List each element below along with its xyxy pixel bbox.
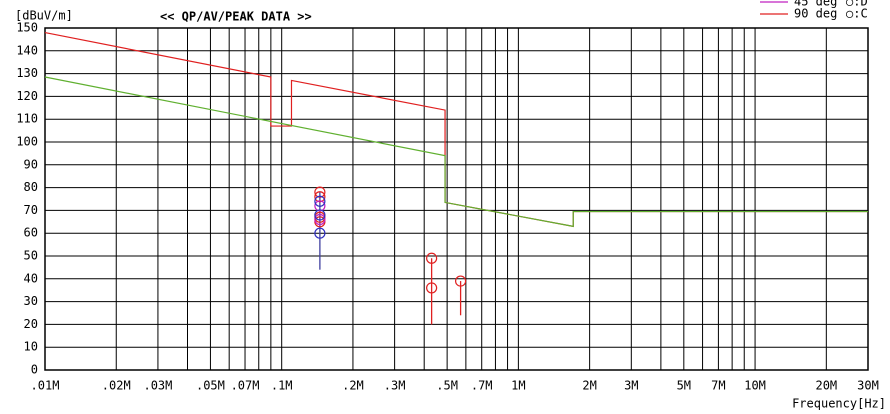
chart-title: << QP/AV/PEAK DATA >> xyxy=(160,10,312,24)
plot-frame xyxy=(44,27,869,371)
marker xyxy=(314,191,326,203)
y-tick-label: 0 xyxy=(31,363,38,377)
marker xyxy=(314,227,326,239)
legend-marker: ○:D xyxy=(846,0,868,9)
x-tick-label: .1M xyxy=(271,379,293,393)
x-tick-label: .03M xyxy=(143,379,172,393)
marker xyxy=(454,275,467,287)
marker xyxy=(314,213,326,226)
y-tick-label: 10 xyxy=(24,340,38,354)
marker xyxy=(314,200,326,212)
x-tick-label: 5M xyxy=(677,379,691,393)
marker xyxy=(426,252,438,264)
y-tick-label: 30 xyxy=(24,294,38,308)
x-tick-label: .7M xyxy=(471,379,493,393)
y-tick-label: 130 xyxy=(16,66,38,80)
x-tick-label: 1M xyxy=(511,379,525,393)
y-tick-label: 100 xyxy=(16,135,38,149)
x-axis-label: Frequency[Hz] xyxy=(792,397,886,411)
limit-line xyxy=(44,76,868,228)
x-tick-label: 2M xyxy=(582,379,596,393)
x-tick-label: .2M xyxy=(342,379,364,393)
legend-label: 90 deg xyxy=(794,7,837,21)
y-tick-label: 70 xyxy=(24,203,38,217)
x-tick-label: .3M xyxy=(384,379,406,393)
marker xyxy=(426,282,438,294)
y-tick-label: 150 xyxy=(16,21,38,35)
marker xyxy=(314,209,326,221)
y-tick-label: 120 xyxy=(16,89,38,103)
legend-marker: ○:C xyxy=(846,7,868,21)
y-tick-label: 20 xyxy=(24,317,38,331)
y-tick-label: 140 xyxy=(16,43,38,57)
y-tick-label: 40 xyxy=(24,271,38,285)
x-tick-label: 3M xyxy=(624,379,638,393)
y-tick-label: 110 xyxy=(16,112,38,126)
x-tick-label: .01M xyxy=(31,379,60,393)
y-axis-label: [dBuV/m] xyxy=(15,9,73,23)
marker xyxy=(314,195,326,207)
x-tick-label: .05M xyxy=(196,379,225,393)
x-tick-label: 30M xyxy=(857,379,879,393)
x-tick-label: 7M xyxy=(711,379,725,393)
x-tick-label: 20M xyxy=(815,379,837,393)
x-tick-label: 10M xyxy=(744,379,766,393)
y-tick-label: 80 xyxy=(24,180,38,194)
x-tick-label: .02M xyxy=(102,379,131,393)
y-tick-label: 60 xyxy=(24,226,38,240)
marker xyxy=(314,186,326,198)
x-tick-label: .5M xyxy=(436,379,458,393)
legend-label: 45 deg xyxy=(794,0,837,9)
x-tick-label: .07M xyxy=(231,379,260,393)
y-tick-label: 90 xyxy=(24,157,38,171)
y-tick-label: 50 xyxy=(24,249,38,263)
